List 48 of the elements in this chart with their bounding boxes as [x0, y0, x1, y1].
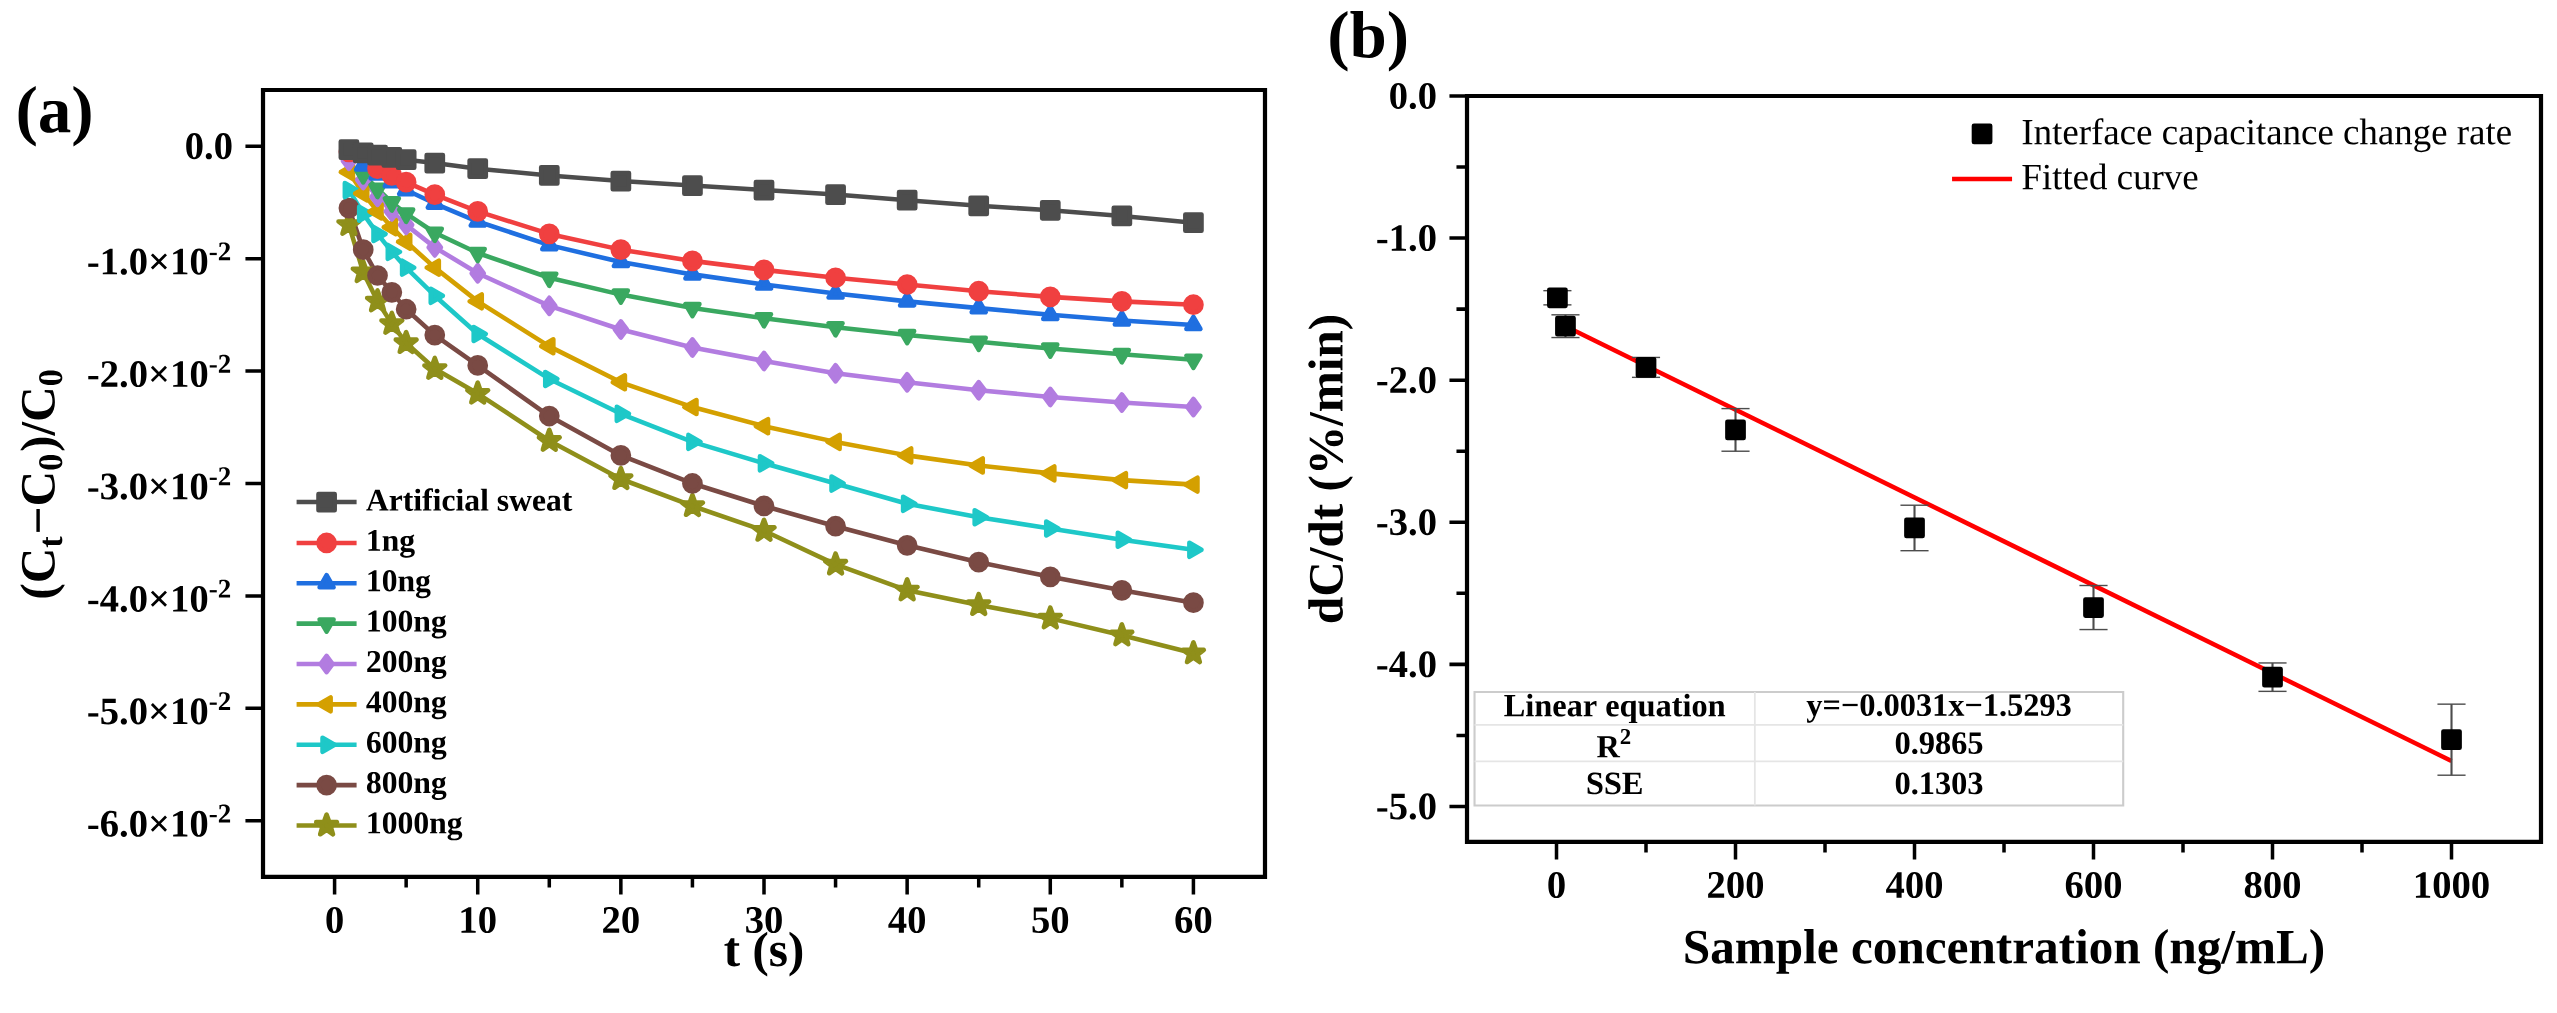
annotation: 0.1303 [1895, 772, 1983, 795]
legend-label: 10ng [368, 570, 431, 599]
x-tick-label: 60 [1175, 907, 1212, 934]
annotation: R$^{2}$ [1597, 728, 1631, 758]
annotation: Linear equation [1504, 693, 1726, 724]
chart-title: (a) [18, 85, 91, 147]
legend-label: Interface capacitance change rate [2022, 118, 2511, 153]
legend-label: Artificial sweat [366, 488, 573, 511]
y-tick-label: -3.0 [1377, 509, 1436, 536]
annotation: 0.9865 [1895, 732, 1983, 755]
y-tick-label: -5.0 [1377, 793, 1436, 820]
y-tick-label: -4.0 [1377, 651, 1436, 678]
legend-label: 100ng [368, 610, 447, 639]
y-axis-title: (C$_{t}$−C$_{0}$)/C$_{0}$ [20, 370, 65, 598]
legend-label: 1000ng [368, 812, 463, 841]
x-tick-label: 800 [2244, 872, 2301, 899]
y-tick-label: -6.0×10$^{-2}$ [88, 804, 231, 837]
x-tick-label: 600 [2065, 872, 2122, 899]
x-tick-label: 1000 [2415, 872, 2489, 899]
legend-label: 800ng [366, 771, 447, 800]
x-tick-label: 0 [1548, 872, 1565, 899]
x-tick-label: 200 [1708, 872, 1764, 899]
x-tick-label: 20 [603, 907, 639, 934]
x-tick-label: 40 [888, 907, 925, 934]
x-tick-label: 400 [1886, 872, 1943, 899]
y-tick-label: 0.0 [1390, 82, 1436, 110]
legend-label: 400ng [366, 691, 447, 720]
y-tick-label: 0.0 [186, 133, 232, 160]
x-tick-label: 30 [746, 907, 782, 934]
y-tick-label: -2.0×10$^{-2}$ [88, 354, 231, 388]
y-axis-title: dC/dt (%/min) [1308, 316, 1353, 623]
y-tick-label: -5.0×10$^{-2}$ [88, 692, 231, 725]
y-tick-label: -2.0 [1377, 367, 1436, 394]
x-tick-label: 0 [326, 907, 343, 934]
chart-title: (b) [1330, 11, 1407, 72]
legend-label: Fitted curve [2022, 163, 2198, 190]
y-tick-label: -1.0×10$^{-2}$ [88, 242, 231, 275]
annotation: SSE [1587, 772, 1642, 795]
y-tick-label: -1.0 [1377, 224, 1436, 252]
legend-label: 1ng [368, 529, 415, 558]
x-tick-label: 50 [1032, 907, 1069, 934]
legend-label: 600ng [367, 731, 447, 760]
x-tick-label: 10 [461, 907, 496, 934]
legend-label: 200ng [367, 650, 447, 679]
y-tick-label: -4.0×10$^{-2}$ [88, 579, 231, 613]
x-axis-title: Sample concentration (ng/mL) [1685, 929, 2324, 975]
annotation: y=−0.0031x−1.5293 [1806, 694, 2071, 723]
y-tick-label: -3.0×10$^{-2}$ [88, 467, 231, 500]
